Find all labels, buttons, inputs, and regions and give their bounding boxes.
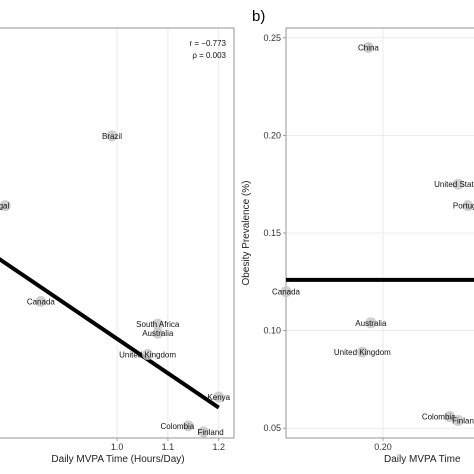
data-point bbox=[365, 317, 377, 329]
y-tick-label: 0.15 bbox=[263, 228, 281, 238]
data-point-label: Colombia bbox=[422, 413, 456, 422]
panel-2: 0.20 0.05 0.10 0.15 0.20 0.25 China United Stat… bbox=[241, 8, 474, 465]
data-point bbox=[198, 426, 209, 438]
data-point bbox=[444, 411, 456, 423]
data-point-label: United Kingdom bbox=[119, 350, 176, 359]
stat-annotation: r = −0.773 bbox=[190, 39, 227, 48]
data-point-label: Portugal bbox=[0, 202, 9, 211]
data-point-label: Australia bbox=[355, 319, 387, 328]
data-point bbox=[35, 295, 47, 307]
data-point-label: Kenya bbox=[207, 393, 230, 402]
data-point-label: Canada bbox=[27, 297, 56, 306]
data-point-label: United Kingdom bbox=[334, 348, 391, 357]
data-point bbox=[182, 420, 194, 432]
data-point-label: Australia bbox=[142, 329, 174, 338]
data-point-label: Finland bbox=[452, 416, 474, 425]
data-point bbox=[142, 348, 154, 360]
data-point-label: Canada bbox=[272, 288, 301, 297]
y-tick-label: 0.10 bbox=[263, 326, 281, 336]
data-point-label: Finland bbox=[198, 428, 224, 437]
data-point bbox=[362, 42, 374, 54]
x-tick-label: 0.20 bbox=[374, 442, 392, 452]
data-point bbox=[0, 200, 11, 212]
y-tick-label: 0.25 bbox=[263, 33, 281, 43]
data-point-label: China bbox=[358, 44, 379, 53]
data-point bbox=[356, 346, 368, 358]
data-point-label: Colombia bbox=[160, 422, 194, 431]
x-tick-label: 1.1 bbox=[162, 442, 175, 452]
data-point-label: South Africa bbox=[136, 320, 180, 329]
data-point bbox=[452, 414, 464, 426]
x-tick-label: 1.0 bbox=[111, 442, 124, 452]
y-tick-label: 0.20 bbox=[263, 130, 281, 140]
stat-annotation: ρ = 0.003 bbox=[192, 51, 226, 60]
data-point bbox=[106, 130, 118, 142]
data-point-label: Brazil bbox=[102, 132, 122, 141]
panel-border bbox=[0, 27, 235, 439]
data-point bbox=[152, 327, 164, 339]
data-point bbox=[280, 286, 292, 298]
data-point bbox=[452, 178, 464, 190]
panel-1: 1.0 1.1 1.2 Brazil Portugal Canada South Afric… bbox=[0, 27, 235, 465]
y-tick-label: 0.05 bbox=[263, 423, 281, 433]
data-point bbox=[152, 318, 164, 330]
panel-letter: b) bbox=[252, 8, 265, 25]
x-axis-title: Daily MVPA Time bbox=[384, 454, 461, 465]
y-axis-title: Obesity Prevalence (%) bbox=[241, 180, 252, 285]
regression-line bbox=[0, 257, 220, 410]
data-point-label: Portugal bbox=[453, 202, 474, 211]
data-point bbox=[213, 391, 225, 403]
data-point bbox=[462, 200, 474, 212]
x-axis-title: Daily MVPA Time (Hours/Day) bbox=[51, 454, 184, 465]
data-point-label: United States bbox=[434, 180, 474, 189]
x-tick-label: 1.2 bbox=[212, 442, 225, 452]
